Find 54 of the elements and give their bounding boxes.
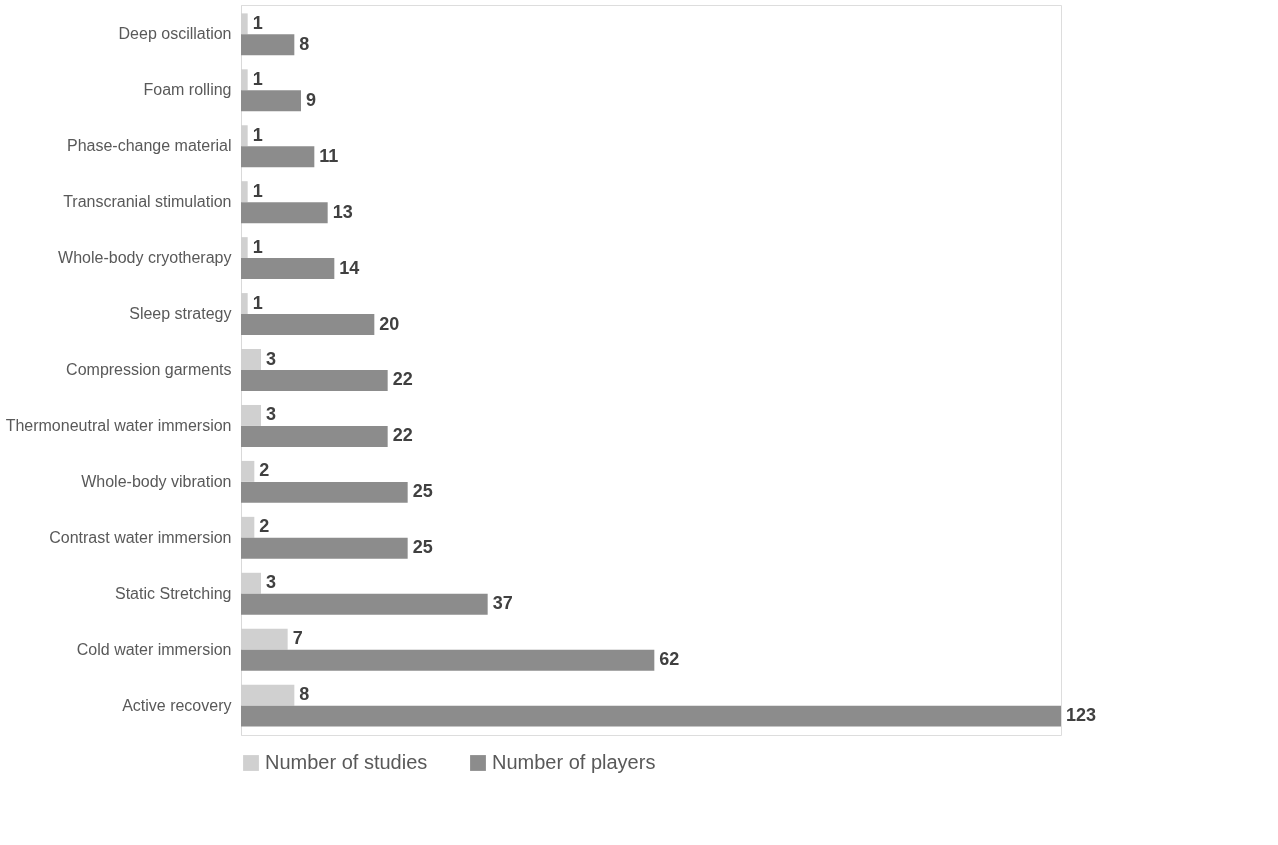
y-tick-label: Deep oscillation bbox=[118, 25, 232, 43]
data-label: 14 bbox=[339, 257, 360, 278]
data-label: 1 bbox=[252, 68, 263, 89]
bar bbox=[241, 370, 388, 391]
bar bbox=[241, 705, 1061, 727]
bar bbox=[241, 258, 335, 280]
data-label: 1 bbox=[252, 180, 263, 201]
data-label: 123 bbox=[1066, 705, 1097, 726]
y-tick-label: Whole-body vibration bbox=[81, 472, 232, 490]
data-label: 20 bbox=[379, 313, 400, 334]
data-label: 25 bbox=[412, 537, 433, 558]
data-label: 1 bbox=[252, 124, 263, 145]
data-label: 25 bbox=[412, 481, 433, 502]
data-label: 9 bbox=[306, 89, 317, 110]
y-tick-label: Transcranial stimulation bbox=[63, 193, 232, 211]
data-label: 2 bbox=[259, 460, 270, 481]
y-tick-label: Active recovery bbox=[122, 696, 232, 714]
data-label: 22 bbox=[392, 369, 413, 390]
y-tick-label: Compression garments bbox=[66, 361, 232, 378]
data-label: 13 bbox=[332, 201, 353, 222]
data-label: 62 bbox=[659, 649, 680, 670]
y-tick-label: Cold water immersion bbox=[76, 640, 232, 658]
data-label: 8 bbox=[299, 684, 310, 705]
data-label: 37 bbox=[492, 593, 513, 614]
data-label: 8 bbox=[299, 33, 310, 54]
bar bbox=[241, 34, 295, 56]
data-label: 3 bbox=[266, 348, 277, 369]
bar bbox=[241, 537, 408, 559]
bar bbox=[241, 425, 388, 447]
bar bbox=[241, 90, 301, 112]
data-label: 22 bbox=[392, 425, 413, 446]
data-label: 7 bbox=[292, 628, 303, 649]
bar bbox=[241, 481, 408, 503]
bar bbox=[241, 649, 655, 671]
legend-label: Number of studies bbox=[265, 751, 428, 773]
y-tick-label: Phase-change material bbox=[66, 137, 232, 155]
data-label: 1 bbox=[252, 292, 263, 313]
legend-label: Number of players bbox=[492, 751, 656, 773]
bar bbox=[241, 314, 375, 336]
y-tick-label: Contrast water immersion bbox=[49, 528, 232, 546]
y-tick-label: Thermoneutral water immersion bbox=[5, 416, 232, 434]
data-label: 1 bbox=[252, 12, 263, 33]
bar bbox=[241, 202, 328, 224]
data-label: 2 bbox=[259, 516, 270, 537]
y-tick-label: Sleep strategy bbox=[129, 305, 232, 323]
bar bbox=[241, 593, 488, 615]
bar bbox=[241, 146, 315, 168]
y-tick-label: Whole-body cryotherapy bbox=[58, 249, 232, 267]
data-label: 3 bbox=[266, 404, 277, 425]
y-tick-label: Foam rolling bbox=[143, 81, 232, 99]
data-label: 1 bbox=[252, 236, 263, 257]
data-label: 11 bbox=[319, 145, 339, 166]
data-label: 3 bbox=[266, 572, 277, 593]
y-tick-label: Static Stretching bbox=[115, 584, 232, 602]
